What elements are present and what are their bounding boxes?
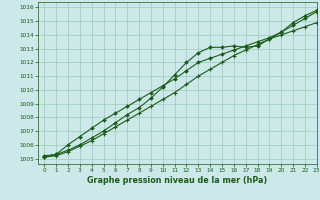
X-axis label: Graphe pression niveau de la mer (hPa): Graphe pression niveau de la mer (hPa) [87,176,268,185]
